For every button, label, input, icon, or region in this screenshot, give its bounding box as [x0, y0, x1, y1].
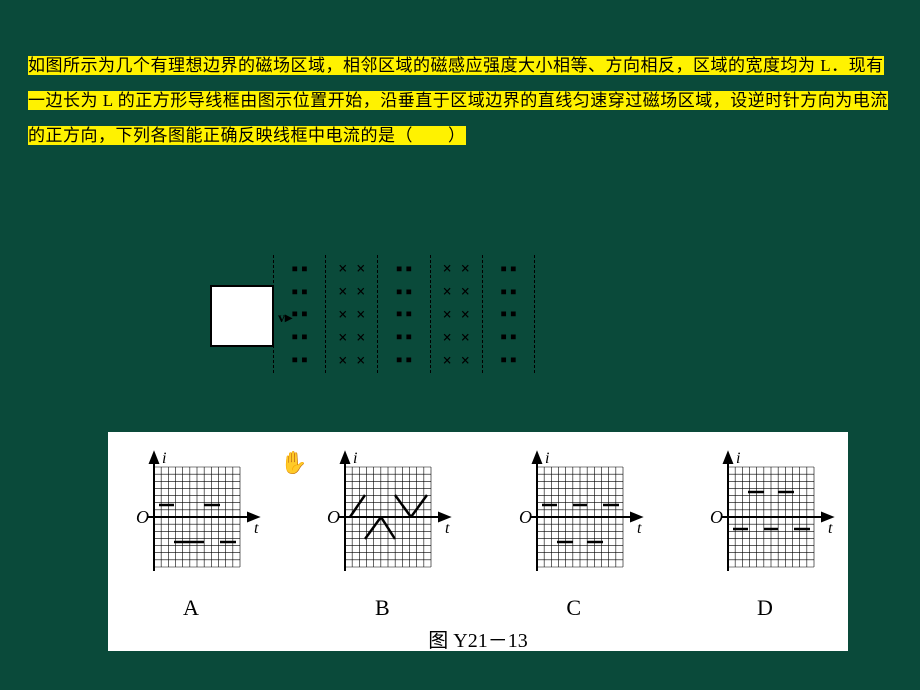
svg-text:t: t	[445, 520, 450, 537]
svg-text:t: t	[254, 520, 259, 537]
svg-text:O: O	[327, 507, 340, 527]
graph-svg: i t O	[499, 447, 649, 587]
svg-text:O: O	[136, 507, 149, 527]
figure-caption: 图 Y21－13	[116, 631, 840, 651]
question-content: 如图所示为几个有理想边界的磁场区域，相邻区域的磁感应强度大小相等、方向相反，区域…	[28, 56, 888, 145]
graphs-panel: i t O Ai t O Bi t O Ci t O D 图 Y21－13	[108, 432, 848, 651]
field-in-cross: × ×	[443, 305, 470, 323]
field-in-cross: × ×	[338, 305, 365, 323]
field-in-cross: × ×	[338, 282, 365, 300]
field-in-cross: × ×	[443, 351, 470, 369]
svg-text:i: i	[353, 450, 357, 467]
graph-option-d: i t O D	[690, 447, 840, 621]
field-region-in: × × × × × × × × × ×	[431, 255, 483, 373]
field-region-out: ■ ■ ■ ■ ■ ■ ■ ■ ■ ■	[273, 255, 326, 373]
graphs-row: i t O Ai t O Bi t O Ci t O D	[116, 447, 840, 621]
field-region-in: × × × × × × × × × ×	[326, 255, 378, 373]
field-out-dot: ■ ■	[397, 287, 411, 296]
field-out-dot: ■ ■	[292, 264, 306, 273]
field-in-cross: × ×	[443, 282, 470, 300]
field-region-out: ■ ■ ■ ■ ■ ■ ■ ■ ■ ■	[378, 255, 430, 373]
field-out-dot: ■ ■	[292, 309, 306, 318]
svg-text:t: t	[828, 520, 833, 537]
field-out-dot: ■ ■	[397, 332, 411, 341]
question-text: 如图所示为几个有理想边界的磁场区域，相邻区域的磁感应强度大小相等、方向相反，区域…	[28, 48, 892, 153]
field-in-cross: × ×	[443, 328, 470, 346]
field-out-dot: ■ ■	[397, 264, 411, 273]
option-label: A	[183, 595, 199, 621]
option-label: D	[757, 595, 773, 621]
field-in-cross: × ×	[338, 351, 365, 369]
hand-cursor-icon: ✋	[280, 450, 307, 476]
svg-text:t: t	[637, 520, 642, 537]
field-region-out: ■ ■ ■ ■ ■ ■ ■ ■ ■ ■	[483, 255, 535, 373]
field-out-dot: ■ ■	[292, 287, 306, 296]
field-out-dot: ■ ■	[501, 332, 515, 341]
graph-svg: i t O	[690, 447, 840, 587]
graph-option-c: i t O C	[499, 447, 649, 621]
svg-text:O: O	[710, 507, 723, 527]
field-regions: ■ ■■ ■■ ■■ ■■ ■× ×× ×× ×× ×× ×■ ■■ ■■ ■■…	[273, 255, 535, 373]
svg-text:O: O	[519, 507, 532, 527]
field-out-dot: ■ ■	[292, 355, 306, 364]
option-label: B	[375, 595, 390, 621]
field-out-dot: ■ ■	[501, 264, 515, 273]
graph-svg: i t O	[307, 447, 457, 587]
field-out-dot: ■ ■	[501, 309, 515, 318]
field-in-cross: × ×	[443, 259, 470, 277]
graph-svg: i t O	[116, 447, 266, 587]
option-label: C	[566, 595, 581, 621]
svg-text:i: i	[162, 450, 166, 467]
field-in-cross: × ×	[338, 259, 365, 277]
field-out-dot: ■ ■	[501, 287, 515, 296]
graph-option-b: i t O B	[307, 447, 457, 621]
graph-option-a: i t O A	[116, 447, 266, 621]
field-out-dot: ■ ■	[292, 332, 306, 341]
field-out-dot: ■ ■	[501, 355, 515, 364]
field-out-dot: ■ ■	[397, 309, 411, 318]
question-container: 如图所示为几个有理想边界的磁场区域，相邻区域的磁感应强度大小相等、方向相反，区域…	[28, 48, 892, 153]
field-in-cross: × ×	[338, 328, 365, 346]
field-out-dot: ■ ■	[397, 355, 411, 364]
svg-text:i: i	[545, 450, 549, 467]
wire-loop	[210, 285, 274, 347]
svg-text:i: i	[736, 450, 740, 467]
